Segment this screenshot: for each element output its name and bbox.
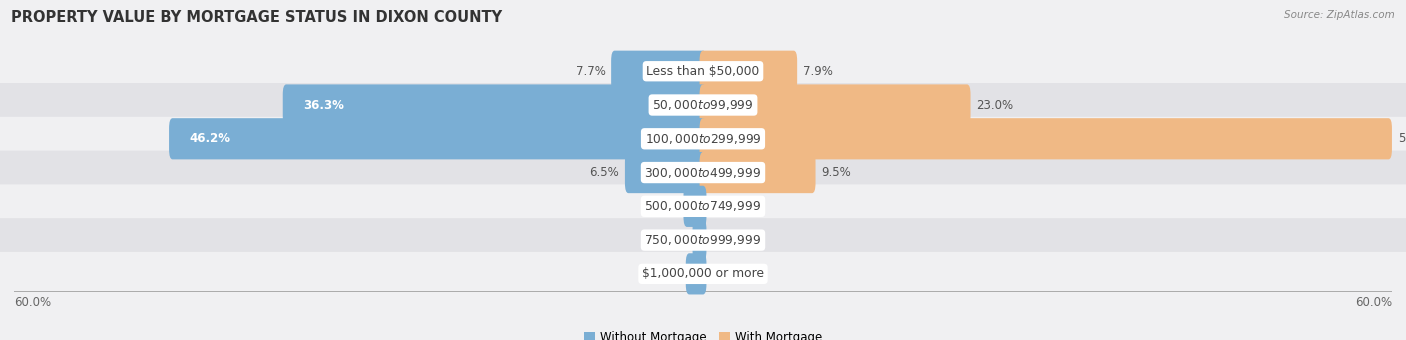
Text: 7.7%: 7.7% (575, 65, 606, 78)
Text: 0.0%: 0.0% (713, 200, 742, 213)
FancyBboxPatch shape (0, 117, 1406, 161)
Text: $50,000 to $99,999: $50,000 to $99,999 (652, 98, 754, 112)
Text: 46.2%: 46.2% (190, 132, 231, 145)
FancyBboxPatch shape (0, 184, 1406, 228)
Text: 0.0%: 0.0% (713, 267, 742, 280)
Text: $100,000 to $299,999: $100,000 to $299,999 (644, 132, 762, 146)
FancyBboxPatch shape (0, 49, 1406, 93)
Text: Less than $50,000: Less than $50,000 (647, 65, 759, 78)
Text: 59.7%: 59.7% (1398, 132, 1406, 145)
Legend: Without Mortgage, With Mortgage: Without Mortgage, With Mortgage (579, 326, 827, 340)
Text: 7.9%: 7.9% (803, 65, 832, 78)
Text: $300,000 to $499,999: $300,000 to $499,999 (644, 166, 762, 180)
FancyBboxPatch shape (0, 252, 1406, 296)
Text: 6.5%: 6.5% (589, 166, 619, 179)
FancyBboxPatch shape (693, 220, 706, 261)
Text: 36.3%: 36.3% (304, 99, 344, 112)
Text: $500,000 to $749,999: $500,000 to $749,999 (644, 199, 762, 213)
FancyBboxPatch shape (0, 218, 1406, 262)
Text: 60.0%: 60.0% (14, 296, 51, 309)
Text: PROPERTY VALUE BY MORTGAGE STATUS IN DIXON COUNTY: PROPERTY VALUE BY MORTGAGE STATUS IN DIX… (11, 10, 502, 25)
Text: Source: ZipAtlas.com: Source: ZipAtlas.com (1284, 10, 1395, 20)
FancyBboxPatch shape (700, 152, 815, 193)
Text: 1.2%: 1.2% (650, 267, 681, 280)
FancyBboxPatch shape (700, 84, 970, 125)
FancyBboxPatch shape (0, 83, 1406, 127)
FancyBboxPatch shape (683, 186, 706, 227)
Text: 60.0%: 60.0% (1355, 296, 1392, 309)
Text: 1.4%: 1.4% (648, 200, 678, 213)
Text: $750,000 to $999,999: $750,000 to $999,999 (644, 233, 762, 247)
Text: $1,000,000 or more: $1,000,000 or more (643, 267, 763, 280)
FancyBboxPatch shape (169, 118, 706, 159)
FancyBboxPatch shape (283, 84, 706, 125)
FancyBboxPatch shape (700, 118, 1392, 159)
FancyBboxPatch shape (700, 51, 797, 92)
FancyBboxPatch shape (686, 253, 706, 294)
Text: 0.0%: 0.0% (713, 234, 742, 246)
Text: 23.0%: 23.0% (976, 99, 1014, 112)
Text: 0.61%: 0.61% (650, 234, 686, 246)
FancyBboxPatch shape (612, 51, 706, 92)
FancyBboxPatch shape (624, 152, 706, 193)
FancyBboxPatch shape (0, 151, 1406, 194)
Text: 9.5%: 9.5% (821, 166, 851, 179)
